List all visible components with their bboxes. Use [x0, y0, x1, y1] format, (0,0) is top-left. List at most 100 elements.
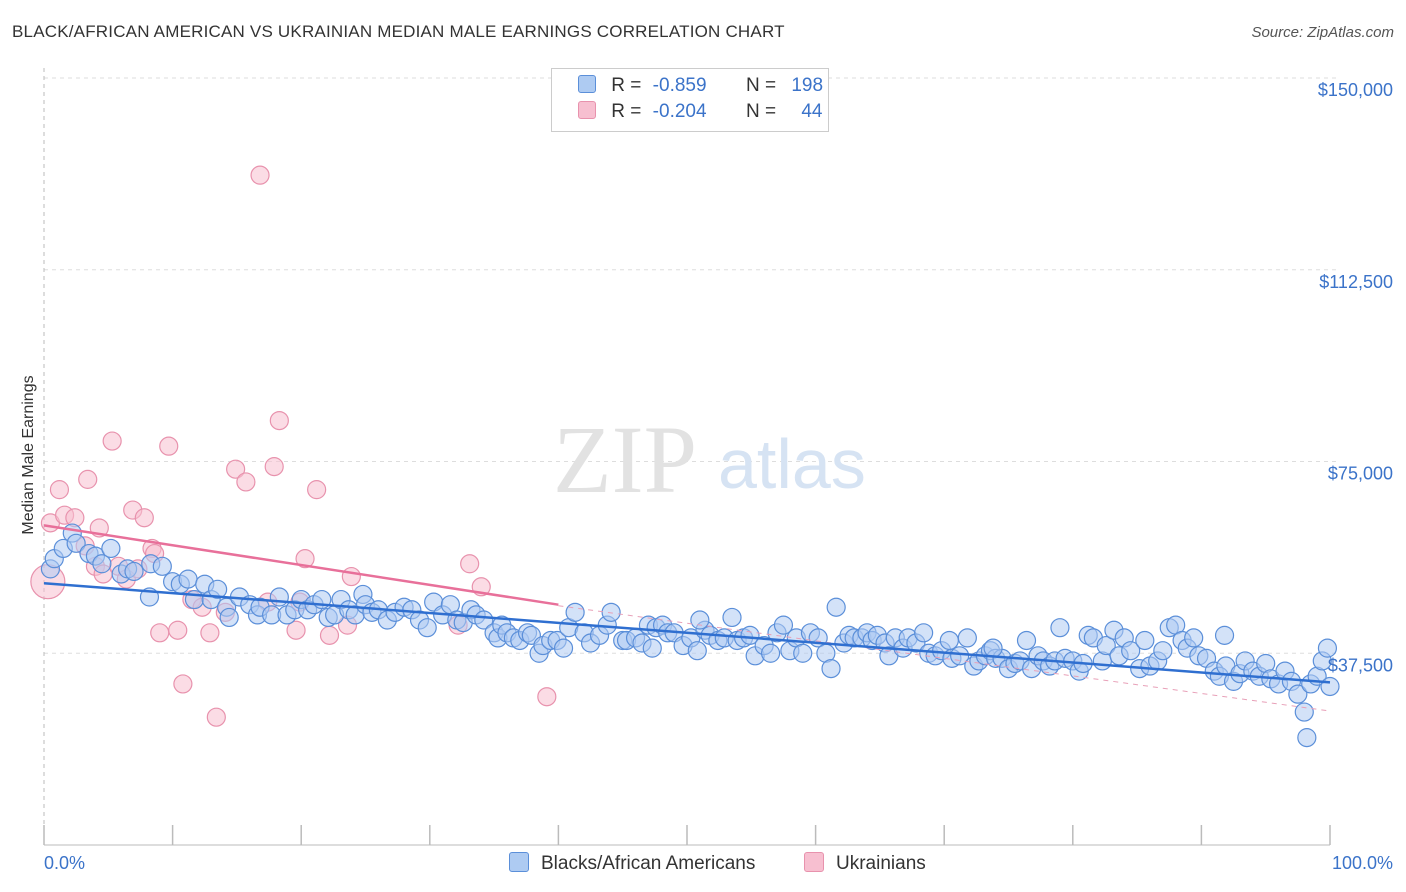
- bottom-legend-label: Ukrainians: [836, 853, 926, 874]
- blacks-point: [124, 561, 144, 582]
- ukrainians-point: [537, 687, 557, 707]
- ukrainians-point: [226, 459, 246, 479]
- blacks-point: [1317, 638, 1338, 658]
- y-tick-labels: $37,500 $75,000 $112,500 $150,000: [1318, 80, 1393, 675]
- blacks-point: [1153, 641, 1173, 661]
- blacks-point: [687, 641, 707, 661]
- chart-title: BLACK/AFRICAN AMERICAN VS UKRAINIAN MEDI…: [12, 22, 785, 41]
- blacks-point: [760, 643, 781, 663]
- blacks-point: [1320, 676, 1340, 697]
- ukrainians-point: [173, 674, 193, 694]
- blacks-point: [793, 643, 813, 663]
- x-tick-label-min: 0.0%: [44, 853, 85, 873]
- ukrainians-point: [250, 165, 270, 185]
- ukrainians-point: [341, 566, 361, 587]
- blacks-point: [474, 610, 494, 630]
- blacks-point: [1214, 625, 1235, 645]
- ukrainians-point: [78, 469, 98, 489]
- ukrainians-point: [295, 549, 315, 569]
- blacks-point: [417, 618, 437, 638]
- ukrainians-point: [49, 480, 70, 500]
- y-tick-label: $150,000: [1318, 80, 1393, 100]
- blacks-trend-line: [43, 581, 1331, 684]
- legend-r-value: -0.859: [652, 75, 707, 96]
- ukrainians-point: [236, 472, 256, 492]
- legend-row-ukrainians: R = -0.204 N = 44: [578, 101, 822, 127]
- blacks-point: [101, 538, 121, 559]
- blacks-points: [40, 523, 1340, 748]
- legend-r-label: R =: [611, 75, 642, 96]
- blacks-point: [601, 602, 621, 622]
- blacks-point: [722, 607, 742, 628]
- blacks-point: [1297, 728, 1317, 748]
- blacks-point: [152, 556, 172, 576]
- blacks-point: [914, 623, 934, 643]
- legend-n-value: 198: [791, 75, 824, 96]
- legend-n-label: N =: [745, 101, 777, 122]
- ukrainians-points: [30, 165, 557, 727]
- ukrainians-point: [269, 410, 289, 431]
- blacks-point: [553, 638, 574, 658]
- y-axis-title: Median Male Earnings: [20, 375, 37, 534]
- ukrainians-point: [134, 508, 154, 528]
- ukrainians-point: [264, 457, 284, 477]
- ukrainians-point: [319, 625, 340, 645]
- ukrainians-point: [150, 623, 170, 643]
- blacks-point: [1288, 684, 1308, 704]
- bottom-legend-ukrainians: Ukrainians: [804, 852, 926, 875]
- bottom-legend-blacks: Blacks/African Americans: [509, 852, 755, 875]
- blacks-point: [1016, 630, 1037, 651]
- blacks-point: [1121, 641, 1141, 661]
- blue-swatch-icon: [578, 75, 596, 93]
- blacks-point: [1050, 618, 1070, 638]
- blacks-point: [1096, 635, 1116, 656]
- ukrainians-point: [460, 554, 480, 574]
- blacks-point: [1294, 702, 1314, 722]
- correlation-legend: R = -0.859 N = 198 R = -0.204 N = 44: [551, 68, 829, 132]
- legend-r-label: R =: [611, 101, 642, 122]
- blacks-point: [178, 569, 198, 589]
- blacks-point: [690, 610, 710, 630]
- bottom-legend-label: Blacks/African Americans: [541, 853, 756, 874]
- pink-swatch-icon: [804, 852, 824, 872]
- axes: [43, 825, 1331, 846]
- ukrainians-point: [159, 436, 179, 456]
- blacks-point: [66, 533, 86, 553]
- y-tick-label: $112,500: [1319, 272, 1393, 292]
- blacks-point: [92, 554, 112, 574]
- trend-lines: [43, 524, 1331, 712]
- blacks-point: [1184, 628, 1204, 648]
- y-tick-label: $37,500: [1328, 655, 1393, 675]
- legend-n-value: 44: [801, 101, 823, 122]
- x-tick-label-max: 100.0%: [1332, 853, 1393, 873]
- blacks-point: [826, 597, 846, 617]
- blacks-point: [642, 638, 662, 658]
- legend-n-label: N =: [745, 75, 777, 96]
- legend-r-value: -0.204: [652, 101, 707, 122]
- ukrainians-point: [307, 480, 327, 500]
- blacks-point: [269, 587, 289, 607]
- ukrainians-point: [102, 431, 122, 451]
- blacks-point: [740, 625, 760, 645]
- blacks-point: [1135, 630, 1155, 651]
- watermark-zip: ZIP: [553, 406, 697, 513]
- blacks-point: [773, 615, 794, 635]
- blacks-point: [565, 602, 585, 622]
- blacks-point: [983, 638, 1003, 658]
- ukrainians-point: [286, 620, 306, 640]
- source-label: Source: ZipAtlas.com: [1251, 24, 1394, 41]
- blacks-point: [219, 607, 239, 628]
- legend-row-blacks: R = -0.859 N = 198: [578, 75, 823, 101]
- ukrainians-trend-line: [43, 524, 559, 606]
- blacks-point: [821, 658, 841, 679]
- y-tick-label: $75,000: [1328, 464, 1393, 484]
- ukrainians-point: [168, 620, 188, 640]
- blue-swatch-icon: [509, 852, 529, 872]
- pink-swatch-icon: [578, 101, 596, 119]
- blacks-point: [957, 628, 977, 648]
- ukrainians-point: [206, 707, 226, 727]
- blacks-point: [208, 579, 228, 599]
- ukrainians-point: [200, 623, 220, 643]
- blacks-point: [939, 630, 959, 651]
